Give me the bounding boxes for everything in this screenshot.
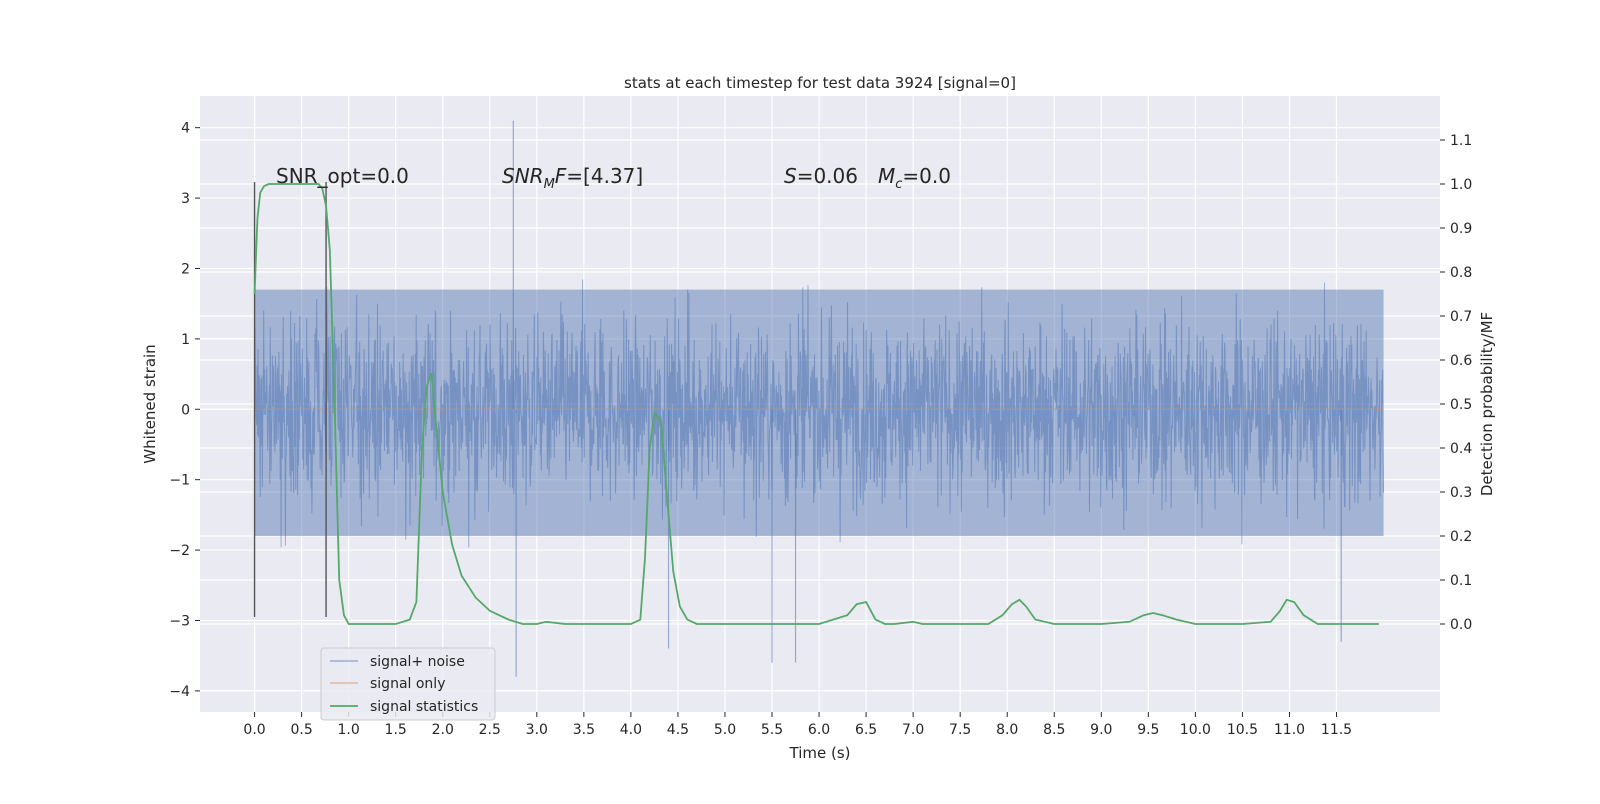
- y2-tick-label: 0.8: [1450, 265, 1472, 281]
- signal-noise-line: [254, 279, 1385, 548]
- vertical-markers: [253, 182, 327, 617]
- signal-statistics-series: [253, 183, 1379, 625]
- y-tick-label: −3: [169, 613, 190, 629]
- x-tick-label: 11.5: [1321, 722, 1352, 738]
- annotation-snr-mf-f: F: [555, 164, 567, 188]
- x-tick-label: 10.5: [1227, 722, 1258, 738]
- x-tick-label: 5.0: [714, 722, 736, 738]
- signal-statistics-line: [253, 183, 1379, 625]
- x-tick-label: 3.0: [526, 722, 548, 738]
- x-tick-label: 1.5: [385, 722, 407, 738]
- y2-tick-label: 0.7: [1450, 309, 1472, 325]
- x-tick-label: 9.5: [1137, 722, 1159, 738]
- x-tick-label: 10.0: [1180, 722, 1211, 738]
- annotation-snr-mf-rest: =[4.37]: [566, 164, 643, 188]
- annotation-snr-opt: SNR_opt=0.0: [276, 164, 409, 188]
- annotation-mc-sub: c: [895, 177, 902, 192]
- y2-tick-label: 0.6: [1450, 353, 1472, 369]
- y-axis-label: Whitened strain: [141, 344, 159, 463]
- annotation-s-main: S: [784, 164, 797, 188]
- annotation-snr-mf: SNRMF=[4.37]: [502, 164, 643, 192]
- annotation-snr-mf-sub: M: [544, 177, 555, 192]
- x-tick-label: 3.5: [573, 722, 595, 738]
- x-tick-label: 6.0: [808, 722, 830, 738]
- y2-tick-label: 0.2: [1450, 529, 1472, 545]
- x-tick-label: 5.5: [761, 722, 783, 738]
- x-tick-label: 6.5: [855, 722, 877, 738]
- y2-tick-label: 1.1: [1450, 133, 1472, 149]
- x-tick-label: 8.0: [996, 722, 1018, 738]
- x-tick-label: 7.0: [902, 722, 924, 738]
- annotation-mc-rest: =0.0: [902, 164, 951, 188]
- x-tick-label: 0.0: [243, 722, 265, 738]
- x-tick-label: 7.5: [949, 722, 971, 738]
- x-tick-label: 2.0: [432, 722, 454, 738]
- legend-label-statistics: signal statistics: [370, 699, 478, 715]
- x-tick-label: 9.0: [1090, 722, 1112, 738]
- y-tick-label: 1: [181, 332, 190, 348]
- y2-tick-label: 0.0: [1450, 617, 1472, 633]
- x-tick-label: 2.5: [479, 722, 501, 738]
- annotation-mc-main: M: [878, 164, 895, 188]
- chart-title: stats at each timestep for test data 392…: [624, 74, 1016, 92]
- y-tick-label: 4: [181, 121, 190, 137]
- annotation-s-rest: =0.06: [797, 164, 858, 188]
- x-tick-label: 11.0: [1274, 722, 1305, 738]
- annotation-s: S=0.06: [784, 164, 858, 188]
- y2-tick-label: 0.4: [1450, 441, 1472, 457]
- x-tick-label: 4.5: [667, 722, 689, 738]
- tick-layer: 0.0 0.5 1.0 1.5 2.0 2.5 3.0 3.5 4.0 4.5 5.0 5.5 6.0 6…: [169, 121, 1472, 738]
- legend-label-signal-only: signal only: [370, 676, 445, 692]
- y2-axis-label: Detection probability/MF: [1478, 312, 1496, 496]
- legend-box: [320, 647, 496, 721]
- legend: signal+ noise signal only signal statist…: [320, 647, 496, 721]
- annotation-snr-mf-main: SNR: [502, 164, 544, 188]
- x-tick-label: 1.0: [338, 722, 360, 738]
- y-tick-label: −2: [169, 543, 190, 559]
- y-tick-label: 3: [181, 191, 190, 207]
- legend-label-noise: signal+ noise: [370, 654, 465, 670]
- x-tick-label: 8.5: [1043, 722, 1065, 738]
- y-tick-label: −1: [169, 473, 190, 489]
- y2-tick-label: 0.9: [1450, 221, 1472, 237]
- y-tick-label: −4: [169, 684, 190, 700]
- y2-tick-label: 0.3: [1450, 485, 1472, 501]
- y2-tick-label: 0.5: [1450, 397, 1472, 413]
- x-tick-label: 0.5: [290, 722, 312, 738]
- annotation-mc: Mc=0.0: [878, 164, 951, 192]
- y-tick-label: 2: [181, 261, 190, 277]
- x-axis-label: Time (s): [789, 744, 851, 762]
- x-tick-label: 4.0: [620, 722, 642, 738]
- y2-tick-label: 1.0: [1450, 177, 1472, 193]
- y2-tick-label: 0.1: [1450, 573, 1472, 589]
- y-tick-label: 0: [181, 402, 190, 418]
